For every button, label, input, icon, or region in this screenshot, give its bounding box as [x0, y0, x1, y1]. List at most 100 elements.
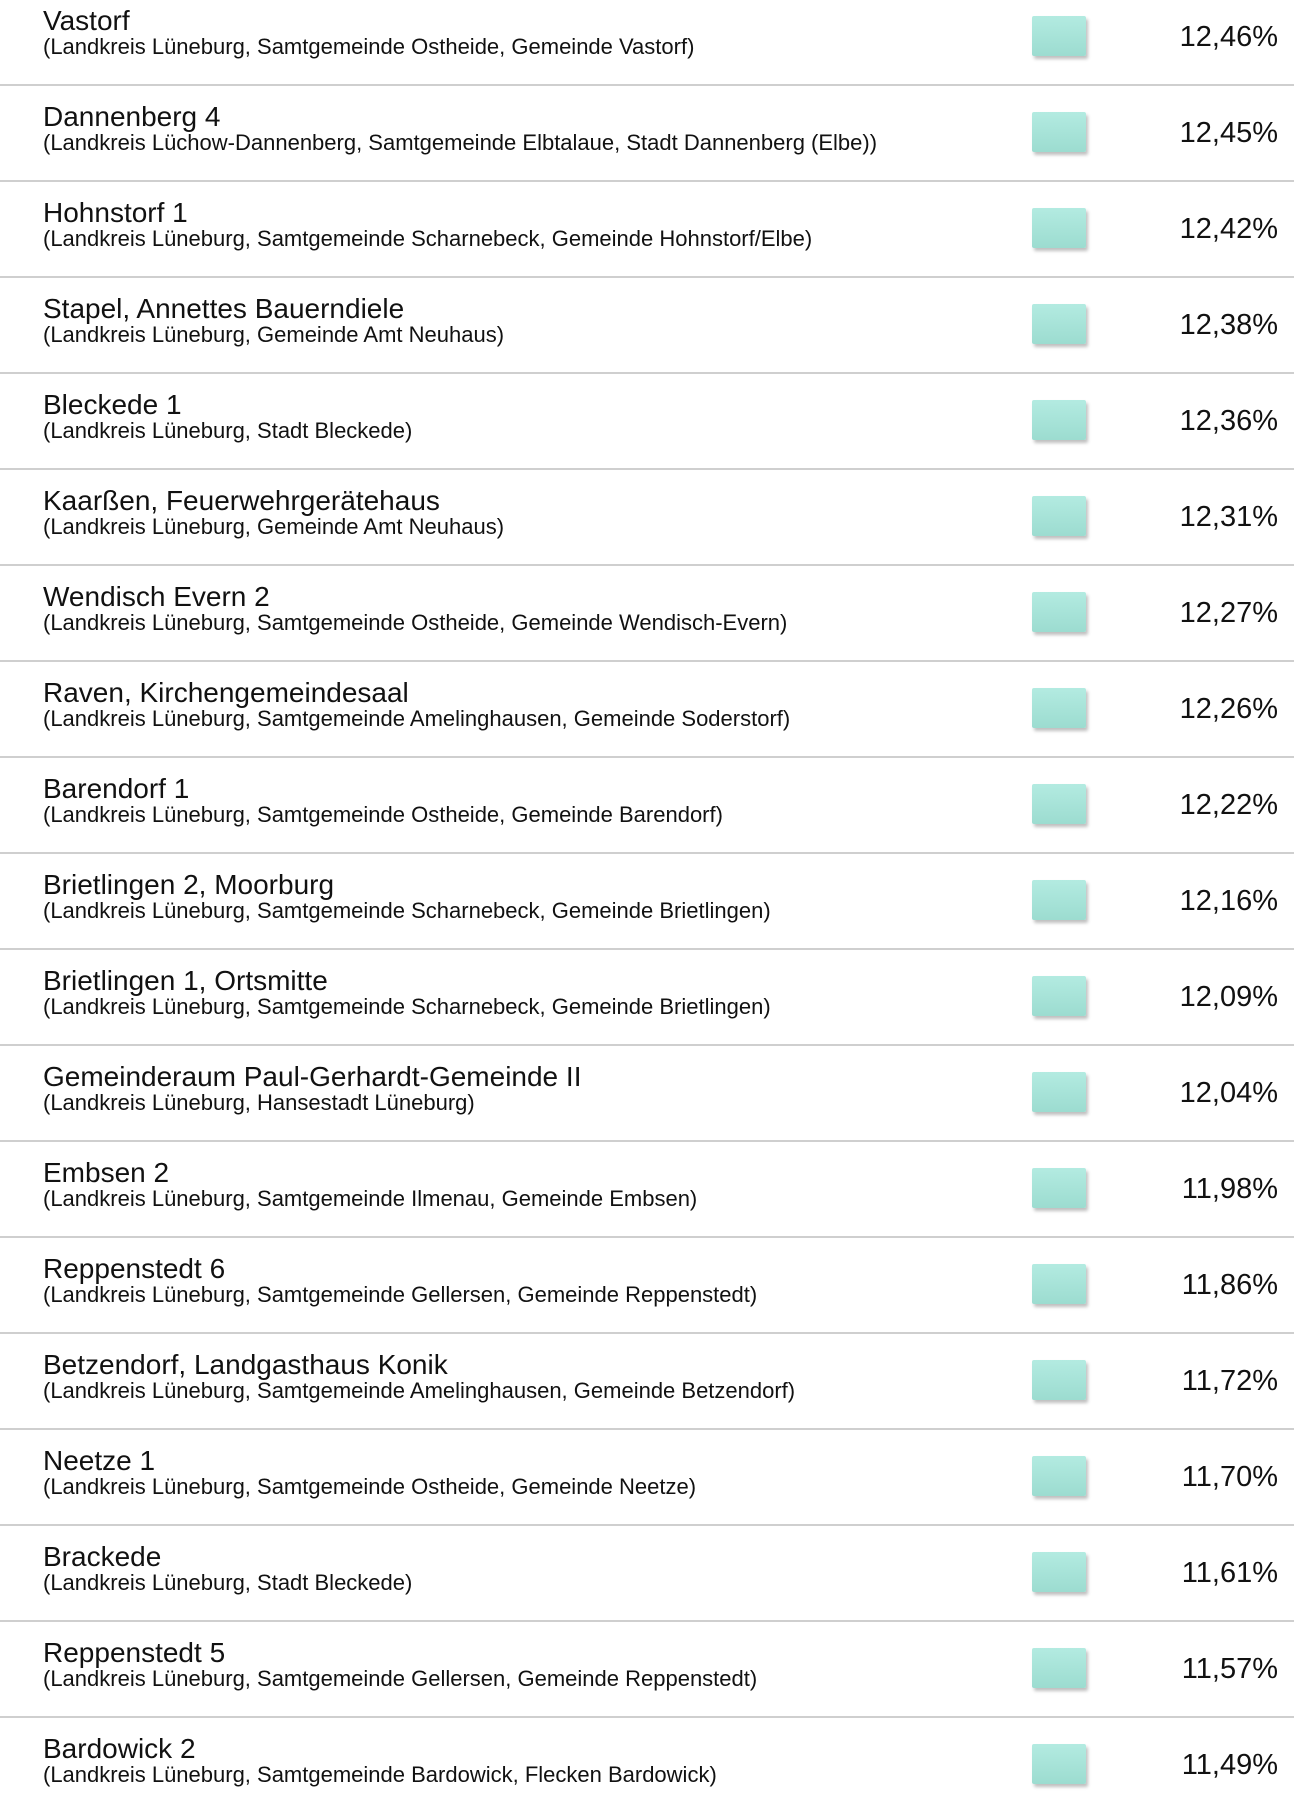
station-detail: (Landkreis Lüneburg, Samtgemeinde Ilmena… — [43, 1186, 698, 1211]
percentage: 12,26% — [1179, 693, 1278, 725]
row-text: Raven, Kirchengemeindesaal (Landkreis Lün… — [43, 678, 993, 730]
row-text: Brietlingen 2, Moorburg (Landkreis Lünebu… — [43, 870, 993, 922]
result-row: Bleckede 1 (Landkreis Lüneburg, Stadt Ble… — [0, 374, 1294, 470]
percentage: 11,98% — [1181, 1173, 1278, 1205]
row-text: Dannenberg 4 (Landkreis Lüchow-Dannenberg… — [43, 102, 993, 154]
color-swatch — [1032, 1072, 1086, 1112]
result-row: Brackede (Landkreis Lüneburg, Stadt Bleck… — [0, 1526, 1294, 1622]
color-swatch — [1032, 112, 1086, 152]
row-text: Embsen 2 (Landkreis Lüneburg, Samtgemeind… — [43, 1158, 993, 1210]
result-row: Brietlingen 1, Ortsmitte (Landkreis Lüneb… — [0, 950, 1294, 1046]
station-detail: (Landkreis Lüneburg, Samtgemeinde Scharn… — [43, 994, 771, 1019]
station-detail: (Landkreis Lüneburg, Samtgemeinde Osthei… — [43, 34, 695, 59]
result-row: Neetze 1 (Landkreis Lüneburg, Samtgemeind… — [0, 1430, 1294, 1526]
result-row: Betzendorf, Landgasthaus Konik (Landkreis… — [0, 1334, 1294, 1430]
station-name: Reppenstedt 6 — [43, 1253, 226, 1284]
percentage: 12,38% — [1179, 309, 1278, 341]
station-detail: (Landkreis Lüneburg, Samtgemeinde Scharn… — [43, 226, 813, 251]
row-text: Vastorf (Landkreis Lüneburg, Samtgemeinde… — [43, 6, 993, 58]
station-detail: (Landkreis Lüneburg, Samtgemeinde Amelin… — [43, 1378, 796, 1403]
station-detail: (Landkreis Lüneburg, Samtgemeinde Osthei… — [43, 1474, 697, 1499]
row-text: Bardowick 2 (Landkreis Lüneburg, Samtgeme… — [43, 1734, 993, 1786]
color-swatch — [1032, 16, 1086, 56]
station-name: Bleckede 1 — [43, 389, 182, 420]
result-row: Gemeinderaum Paul-Gerhardt-Gemeinde II (L… — [0, 1046, 1294, 1142]
station-name: Dannenberg 4 — [43, 101, 221, 132]
percentage: 11,49% — [1181, 1749, 1278, 1781]
result-row: Hohnstorf 1 (Landkreis Lüneburg, Samtgeme… — [0, 182, 1294, 278]
percentage: 12,16% — [1179, 885, 1278, 917]
color-swatch — [1032, 400, 1086, 440]
color-swatch — [1032, 976, 1086, 1016]
station-detail: (Landkreis Lüneburg, Stadt Bleckede) — [43, 1570, 413, 1595]
station-name: Barendorf 1 — [43, 773, 190, 804]
row-text: Reppenstedt 5 (Landkreis Lüneburg, Samtge… — [43, 1638, 993, 1690]
row-text: Stapel, Annettes Bauerndiele (Landkreis L… — [43, 294, 993, 346]
station-detail: (Landkreis Lüneburg, Gemeinde Amt Neuhau… — [43, 322, 505, 347]
color-swatch — [1032, 784, 1086, 824]
station-name: Neetze 1 — [43, 1445, 156, 1476]
station-name: Wendisch Evern 2 — [43, 581, 270, 612]
station-name: Embsen 2 — [43, 1157, 170, 1188]
station-name: Gemeinderaum Paul-Gerhardt-Gemeinde II — [43, 1061, 582, 1092]
station-detail: (Landkreis Lüneburg, Samtgemeinde Osthei… — [43, 802, 723, 827]
station-detail: (Landkreis Lüchow-Dannenberg, Samtgemein… — [43, 130, 878, 155]
station-name: Bardowick 2 — [43, 1733, 196, 1764]
percentage: 12,45% — [1179, 117, 1278, 149]
percentage: 11,72% — [1181, 1365, 1278, 1397]
color-swatch — [1032, 496, 1086, 536]
color-swatch — [1032, 1744, 1086, 1784]
station-detail: (Landkreis Lüneburg, Samtgemeinde Amelin… — [43, 706, 791, 731]
percentage: 12,09% — [1179, 981, 1278, 1013]
color-swatch — [1032, 1360, 1086, 1400]
station-detail: (Landkreis Lüneburg, Stadt Bleckede) — [43, 418, 413, 443]
station-name: Stapel, Annettes Bauerndiele — [43, 293, 405, 324]
percentage: 12,42% — [1179, 213, 1278, 245]
station-name: Vastorf — [43, 5, 130, 36]
station-name: Hohnstorf 1 — [43, 197, 188, 228]
color-swatch — [1032, 688, 1086, 728]
station-detail: (Landkreis Lüneburg, Samtgemeinde Scharn… — [43, 898, 771, 923]
percentage: 11,61% — [1181, 1557, 1278, 1589]
result-row: Brietlingen 2, Moorburg (Landkreis Lünebu… — [0, 854, 1294, 950]
percentage: 12,22% — [1179, 789, 1278, 821]
row-text: Hohnstorf 1 (Landkreis Lüneburg, Samtgeme… — [43, 198, 993, 250]
result-row: Reppenstedt 6 (Landkreis Lüneburg, Samtge… — [0, 1238, 1294, 1334]
color-swatch — [1032, 1648, 1086, 1688]
station-name: Reppenstedt 5 — [43, 1637, 226, 1668]
percentage: 12,46% — [1179, 21, 1278, 53]
row-text: Neetze 1 (Landkreis Lüneburg, Samtgemeind… — [43, 1446, 993, 1498]
station-detail: (Landkreis Lüneburg, Samtgemeinde Geller… — [43, 1282, 758, 1307]
percentage: 12,27% — [1179, 597, 1278, 629]
result-row: Vastorf (Landkreis Lüneburg, Samtgemeinde… — [0, 0, 1294, 86]
color-swatch — [1032, 1456, 1086, 1496]
result-row: Kaarßen, Feuerwehrgerätehaus (Landkreis L… — [0, 470, 1294, 566]
result-row: Barendorf 1 (Landkreis Lüneburg, Samtgeme… — [0, 758, 1294, 854]
result-row: Dannenberg 4 (Landkreis Lüchow-Dannenberg… — [0, 86, 1294, 182]
result-row: Raven, Kirchengemeindesaal (Landkreis Lün… — [0, 662, 1294, 758]
result-row: Embsen 2 (Landkreis Lüneburg, Samtgemeind… — [0, 1142, 1294, 1238]
station-detail: (Landkreis Lüneburg, Samtgemeinde Osthei… — [43, 610, 788, 635]
percentage: 12,04% — [1179, 1077, 1278, 1109]
percentage: 12,31% — [1179, 501, 1278, 533]
color-swatch — [1032, 304, 1086, 344]
percentage: 11,57% — [1181, 1653, 1278, 1685]
station-detail: (Landkreis Lüneburg, Samtgemeinde Bardow… — [43, 1762, 717, 1787]
station-name: Brietlingen 2, Moorburg — [43, 869, 335, 900]
color-swatch — [1032, 1168, 1086, 1208]
result-row: Reppenstedt 5 (Landkreis Lüneburg, Samtge… — [0, 1622, 1294, 1718]
percentage: 12,36% — [1179, 405, 1278, 437]
station-name: Brackede — [43, 1541, 162, 1572]
color-swatch — [1032, 592, 1086, 632]
color-swatch — [1032, 880, 1086, 920]
row-text: Betzendorf, Landgasthaus Konik (Landkreis… — [43, 1350, 993, 1402]
color-swatch — [1032, 1552, 1086, 1592]
row-text: Brackede (Landkreis Lüneburg, Stadt Bleck… — [43, 1542, 993, 1594]
station-detail: (Landkreis Lüneburg, Hansestadt Lüneburg… — [43, 1090, 475, 1115]
row-text: Gemeinderaum Paul-Gerhardt-Gemeinde II (L… — [43, 1062, 993, 1114]
station-detail: (Landkreis Lüneburg, Gemeinde Amt Neuhau… — [43, 514, 505, 539]
row-text: Barendorf 1 (Landkreis Lüneburg, Samtgeme… — [43, 774, 993, 826]
station-name: Betzendorf, Landgasthaus Konik — [43, 1349, 448, 1380]
